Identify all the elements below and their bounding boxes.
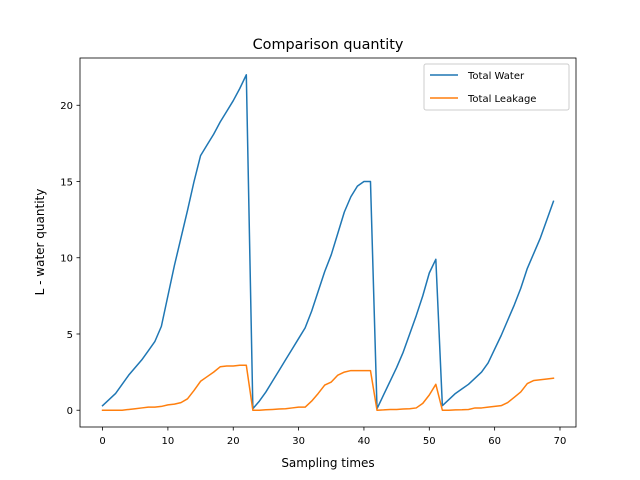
series-line-0 — [101, 74, 555, 410]
y-tick-label: 0 — [67, 406, 73, 417]
x-axis-label: Sampling times — [281, 456, 374, 470]
x-tick-label: 40 — [358, 436, 371, 447]
x-tick-label: 60 — [488, 436, 501, 447]
x-tick-label: 10 — [162, 436, 175, 447]
y-tick-label: 5 — [67, 330, 73, 341]
plot-frame — [79, 57, 577, 428]
y-tick-label: 10 — [60, 254, 73, 265]
legend-label-0: Total Water — [467, 71, 525, 82]
plot-area — [101, 74, 555, 411]
x-tick-label: 30 — [292, 436, 305, 447]
y-axis-label: L - water quantity — [33, 189, 47, 296]
legend-label-1: Total Leakage — [467, 94, 536, 105]
y-axis: 0 5 10 15 20 — [60, 101, 80, 417]
x-tick-label: 70 — [554, 436, 567, 447]
series-line-1 — [101, 364, 555, 411]
y-tick-label: 15 — [60, 177, 73, 188]
y-tick-label: 20 — [60, 101, 73, 112]
x-tick-label: 50 — [423, 436, 436, 447]
legend-box — [423, 63, 570, 111]
x-tick-label: 20 — [227, 436, 240, 447]
chart-title: Comparison quantity — [253, 37, 404, 53]
x-axis: 0 10 20 30 40 50 60 70 — [99, 427, 566, 447]
legend: Total Water Total Leakage — [423, 63, 570, 111]
x-tick-label: 0 — [99, 436, 105, 447]
